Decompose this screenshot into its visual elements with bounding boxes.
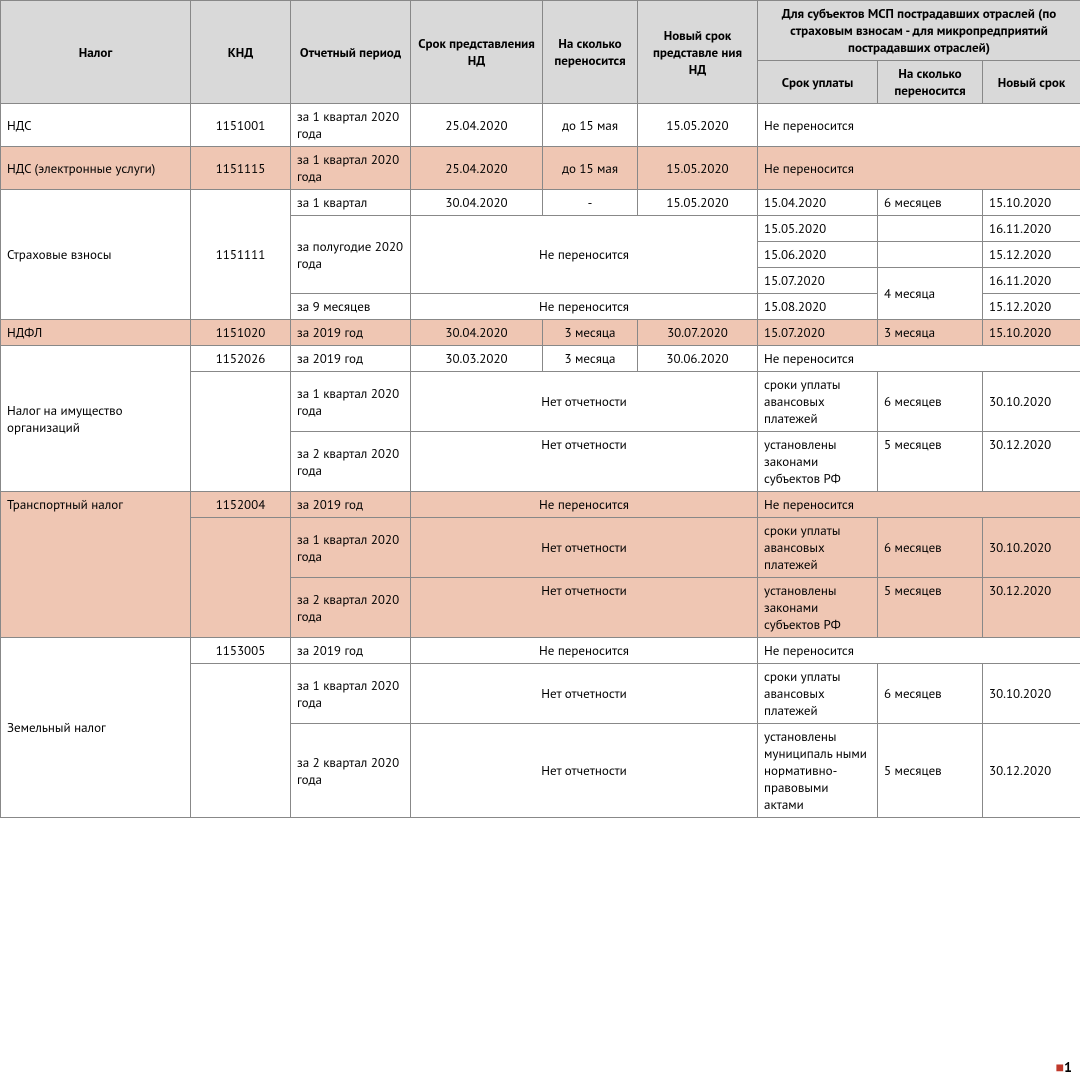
table-row: НДС 1151001 за 1 квартал 2020 года 25.04… [1,104,1080,147]
col-shift: На сколько переносится [543,1,638,104]
col-knd: КНД [191,1,291,104]
table-row: Транспортный налог 1152004 за 2019 год Н… [1,492,1080,518]
tax-deadlines-table: Налог КНД Отчетный период Срок представл… [0,0,1080,818]
table-row: Земельный налог 1153005 за 2019 год Не п… [1,638,1080,664]
col-tax: Налог [1,1,191,104]
col-paydate: Срок уплаты [758,61,878,104]
col-msp-group: Для субъектов МСП пострадавших отраслей … [758,1,1080,61]
col-deadline: Срок представления НД [411,1,543,104]
col-newdeadline: Новый срок представле ния НД [638,1,758,104]
table-row: НДС (электронные услуги) 1151115 за 1 кв… [1,147,1080,190]
table-row: Налог на имущество организаций 1152026 з… [1,346,1080,372]
table-row: НДФЛ 1151020 за 2019 год 30.04.2020 3 ме… [1,320,1080,346]
table-row: Страховые взносы 1151111 за 1 квартал 30… [1,190,1080,216]
page-number: ■1 [1056,1058,1072,1076]
col-period: Отчетный период [291,1,411,104]
col-newpay: Новый срок [983,61,1080,104]
col-payshift: На сколько переносится [878,61,983,104]
